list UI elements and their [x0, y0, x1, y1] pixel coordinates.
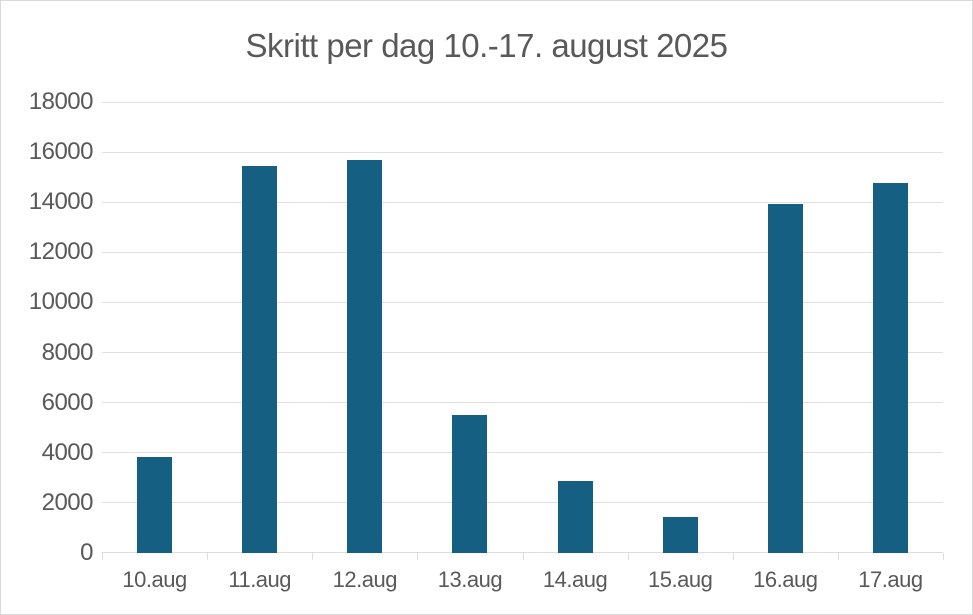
y-axis-tick-label: 18000 — [28, 88, 94, 115]
gridline — [102, 301, 943, 303]
bar — [767, 203, 803, 553]
bar — [137, 457, 173, 553]
gridline — [102, 151, 943, 153]
y-axis-tick-label: 14000 — [28, 188, 94, 216]
bar — [347, 160, 383, 553]
y-axis-tick-label: 2000 — [41, 488, 94, 516]
bar — [242, 165, 278, 553]
x-axis-tick-label: 13.aug — [437, 567, 503, 592]
x-axis-tick-mark — [627, 553, 629, 560]
x-axis-tick-label: 15.aug — [648, 567, 713, 592]
plot-area — [102, 101, 943, 553]
x-axis-tick-mark — [837, 553, 839, 560]
gridline — [102, 502, 943, 504]
y-axis-tick-label: 0 — [80, 539, 93, 566]
x-axis-tick-mark — [522, 553, 524, 560]
x-axis-tick-mark — [207, 553, 209, 560]
y-axis-tick-label: 4000 — [41, 438, 94, 466]
y-axis-tick-label: 12000 — [28, 238, 94, 266]
x-axis-tick-mark — [943, 553, 944, 560]
y-axis-tick-label: 6000 — [41, 388, 94, 416]
gridline — [102, 402, 943, 404]
x-axis-tick-mark — [312, 553, 314, 560]
bar — [872, 182, 908, 553]
x-axis-tick-mark — [732, 553, 734, 560]
bar — [662, 517, 698, 553]
gridline — [102, 352, 943, 354]
bar — [452, 414, 488, 553]
bar — [557, 481, 593, 553]
gridline — [102, 251, 943, 253]
x-axis-tick-label: 10.aug — [122, 567, 187, 592]
x-axis-tick-label: 11.aug — [228, 567, 292, 592]
gridline — [102, 201, 943, 203]
x-axis-tick-label: 17.aug — [858, 567, 923, 592]
x-axis-line — [102, 552, 943, 553]
chart-title: Skritt per dag 10.-17. august 2025 — [245, 27, 729, 64]
x-axis-tick-mark — [417, 553, 419, 560]
gridline — [102, 452, 943, 454]
y-axis-tick-label: 16000 — [28, 138, 94, 166]
x-axis-tick-label: 14.aug — [542, 567, 608, 592]
x-axis-tick-label: 12.aug — [332, 567, 398, 592]
y-axis-tick-label: 8000 — [41, 338, 94, 366]
x-axis-tick-mark — [102, 553, 103, 560]
x-axis-tick-label: 16.aug — [753, 567, 818, 592]
y-axis-tick-label: 10000 — [28, 288, 94, 316]
gridline — [102, 101, 943, 103]
